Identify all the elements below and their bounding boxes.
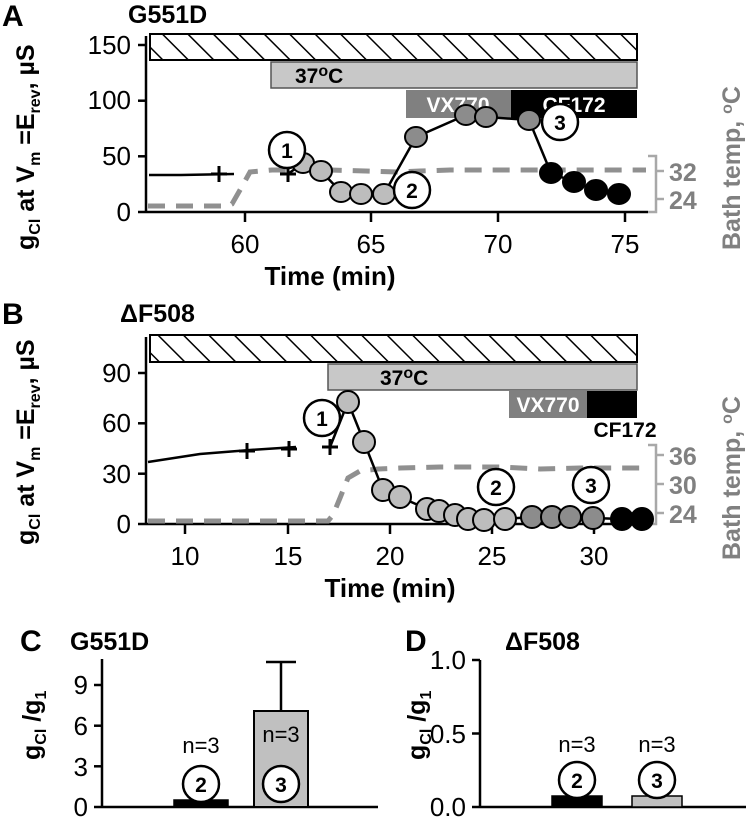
panel-b-xtick-10: 10 xyxy=(171,541,200,571)
svg-text:3: 3 xyxy=(651,770,663,793)
svg-text:gCl at Vm =Erev, µS: gCl at Vm =Erev, µS xyxy=(12,44,44,250)
panel-b: B ΔF508 gCl at Vm =Erev, µS 0 30 60 90 1… xyxy=(2,298,746,603)
panel-a-annotation-1: 1 xyxy=(267,130,307,170)
svg-text:gCl /g1: gCl /g1 xyxy=(18,691,50,760)
panel-c-letter: C xyxy=(20,625,42,658)
panel-c-annotation-3: 3 xyxy=(261,764,301,804)
panel-d-ytick-10: 1.0 xyxy=(430,645,466,675)
panel-c-title: G551D xyxy=(70,628,149,656)
panel-b-markers-black xyxy=(610,507,654,531)
panel-d-annotation-3: 3 xyxy=(637,760,677,800)
panel-c-y-ticks xyxy=(94,683,102,809)
svg-text:3: 3 xyxy=(275,774,287,797)
panel-a-temp-tick-24: 24 xyxy=(669,187,697,215)
panel-c-error-bar-3 xyxy=(266,660,296,711)
panel-b-xlabel: Time (min) xyxy=(325,573,456,603)
panel-a-temp-axis xyxy=(648,154,664,214)
panel-b-temperature-trace xyxy=(148,464,646,524)
panel-c-bar-3-n: n=3 xyxy=(262,722,299,747)
panel-b-ytick-60: 60 xyxy=(102,408,131,438)
panel-b-temp-tick-36: 36 xyxy=(669,443,697,471)
panel-d-ytick-00: 0.0 xyxy=(430,792,466,822)
panel-a-ytick-0: 0 xyxy=(117,197,131,227)
panel-a-xtick-65: 65 xyxy=(357,229,386,259)
panel-b-xtick-25: 25 xyxy=(478,541,507,571)
panel-a-markers-lightgray xyxy=(291,152,396,205)
svg-text:2: 2 xyxy=(406,180,418,203)
svg-text:1: 1 xyxy=(316,408,328,431)
panel-c-bar-2-n: n=3 xyxy=(182,733,219,758)
panel-d-ytick-05: 0.5 xyxy=(430,719,466,749)
svg-text:1: 1 xyxy=(281,140,293,163)
panel-c-ytick-6: 6 xyxy=(74,711,88,741)
panel-d-bar-3-n: n=3 xyxy=(638,732,675,757)
panel-b-xtick-20: 20 xyxy=(376,541,405,571)
panel-a-ytick-50: 50 xyxy=(102,141,131,171)
panel-b-temp-tick-30: 30 xyxy=(669,472,697,500)
panel-a-y-ticks xyxy=(138,43,146,214)
panel-a-temp-tick-32: 32 xyxy=(669,159,697,187)
panel-b-bar-cf172-label: CF172 xyxy=(593,419,656,442)
panel-b-baseline-line xyxy=(147,445,297,464)
panel-d-y-ticks xyxy=(472,658,480,809)
panel-b-markers-lightgray xyxy=(336,390,517,532)
panel-a-annotation-3: 3 xyxy=(540,102,580,142)
panel-a-letter: A xyxy=(2,0,24,33)
panel-d-ylabel: gCl /g1 xyxy=(403,691,435,760)
panel-a-bar-hatched xyxy=(149,33,638,61)
svg-text:gCl at Vm =Erev, µS: gCl at Vm =Erev, µS xyxy=(12,339,44,545)
panel-b-bar-37c xyxy=(327,363,638,391)
panel-b-bar-vx770 xyxy=(509,391,587,418)
panel-b-ylabel: gCl at Vm =Erev, µS xyxy=(12,339,44,545)
panel-c-ylabel: gCl /g1 xyxy=(18,691,50,760)
panel-b-markers-midgray xyxy=(520,505,605,530)
panel-b-annotation-2: 2 xyxy=(476,467,516,507)
panel-b-xtick-30: 30 xyxy=(580,541,609,571)
svg-text:2: 2 xyxy=(195,774,207,797)
svg-text:2: 2 xyxy=(490,477,502,500)
panel-b-ytick-0: 0 xyxy=(117,509,131,539)
panel-a-ytick-100: 100 xyxy=(88,85,131,115)
panel-b-annotation-3: 3 xyxy=(571,465,611,505)
panel-c-ytick-3: 3 xyxy=(74,752,88,782)
panel-a: A G551D gCl at Vm =Erev, µS 0 50 100 150 xyxy=(2,0,746,291)
panel-c: C G551D gCl /g1 0 3 6 9 n=3 2 n= xyxy=(18,625,378,822)
panel-c-ytick-0: 0 xyxy=(74,792,88,822)
panel-b-ytick-30: 30 xyxy=(102,459,131,489)
panel-a-title: G551D xyxy=(128,1,207,29)
panel-a-markers-black xyxy=(539,162,631,205)
svg-text:3: 3 xyxy=(585,475,597,498)
panel-a-x-ticks xyxy=(243,212,627,222)
panel-a-xtick-75: 75 xyxy=(611,229,640,259)
panel-a-markers-midgray xyxy=(404,104,541,148)
panel-b-annotation-1: 1 xyxy=(302,398,342,438)
panel-d-bar-2-n: n=3 xyxy=(558,732,595,757)
svg-text:3: 3 xyxy=(554,112,566,135)
panel-b-temp-tick-24: 24 xyxy=(669,501,697,529)
panel-c-annotation-2: 2 xyxy=(181,764,221,804)
panel-a-ytick-150: 150 xyxy=(88,30,131,60)
panel-d: D ΔF508 gCl /g1 0.0 0.5 1.0 n=3 2 n=3 3 xyxy=(403,625,746,822)
svg-text:gCl /g1: gCl /g1 xyxy=(403,691,435,760)
panel-d-letter: D xyxy=(405,625,427,658)
panel-d-annotation-2: 2 xyxy=(557,760,597,800)
panel-a-xtick-70: 70 xyxy=(484,229,513,259)
panel-d-title: ΔF508 xyxy=(505,628,580,656)
svg-text:2: 2 xyxy=(571,770,583,793)
panel-a-ylabel: gCl at Vm =Erev, µS xyxy=(12,44,44,250)
panel-b-bar-cf172 xyxy=(587,391,637,418)
panel-c-ytick-9: 9 xyxy=(74,670,88,700)
panel-b-bar-hatched xyxy=(149,334,638,363)
panel-b-ytick-90: 90 xyxy=(102,358,131,388)
panel-b-y-ticks xyxy=(138,371,146,526)
panel-a-xtick-60: 60 xyxy=(231,229,260,259)
panel-a-annotation-2: 2 xyxy=(392,170,432,210)
panel-a-bar-37c xyxy=(270,61,638,89)
panel-b-xtick-15: 15 xyxy=(274,541,303,571)
panel-a-xlabel: Time (min) xyxy=(265,261,396,291)
panel-b-title: ΔF508 xyxy=(120,300,195,328)
panel-b-letter: B xyxy=(2,298,24,331)
panel-b-bar-vx770-label: VX770 xyxy=(516,394,579,417)
